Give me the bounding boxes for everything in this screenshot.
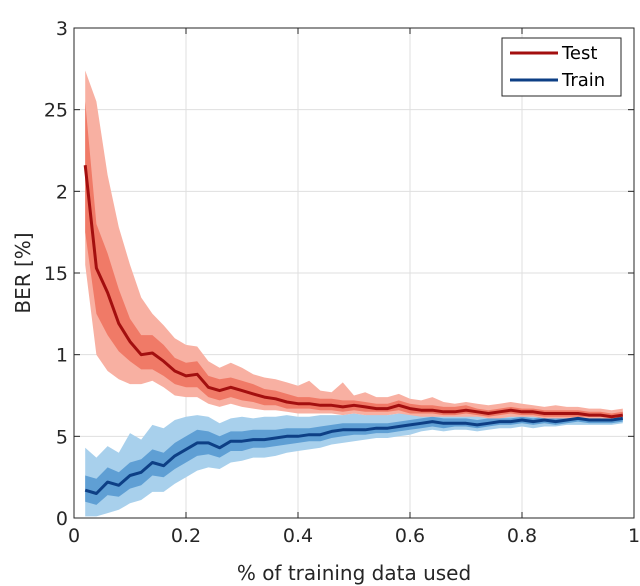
y-tick-label: 0: [56, 508, 68, 530]
x-tick-label: 1: [628, 525, 640, 547]
y-tick-labels: 0 5 1 15 2 25 3: [44, 18, 68, 530]
legend: Test Train: [501, 37, 622, 97]
x-tick-label: 0: [68, 525, 80, 547]
y-axis-label: BER [%]: [11, 232, 35, 313]
y-tick-label: 15: [44, 263, 68, 285]
x-tick-label: 0.6: [395, 525, 425, 547]
series-lines: [83, 165, 624, 495]
line-train: [84, 416, 624, 495]
band-inner-train: [85, 415, 623, 505]
legend-box: [501, 37, 622, 97]
axis-ticks: [73, 27, 635, 519]
legend-label-train: Train: [561, 70, 605, 91]
x-tick-label: 0.4: [283, 525, 313, 547]
line-test: [83, 165, 624, 419]
y-tick-label: 2: [56, 181, 68, 203]
y-tick-label: 5: [56, 426, 68, 448]
x-tick-labels: 0 0.2 0.4 0.6 0.8 1: [68, 525, 640, 547]
y-tick-label: 25: [44, 100, 68, 122]
uncertainty-bands: [85, 70, 623, 517]
x-tick-label: 0.8: [507, 525, 537, 547]
x-tick-label: 0.2: [171, 525, 201, 547]
y-tick-label: 1: [56, 345, 68, 367]
y-tick-label: 3: [56, 18, 68, 40]
legend-label-test: Test: [561, 43, 597, 64]
x-axis-label: % of training data used: [237, 561, 471, 585]
